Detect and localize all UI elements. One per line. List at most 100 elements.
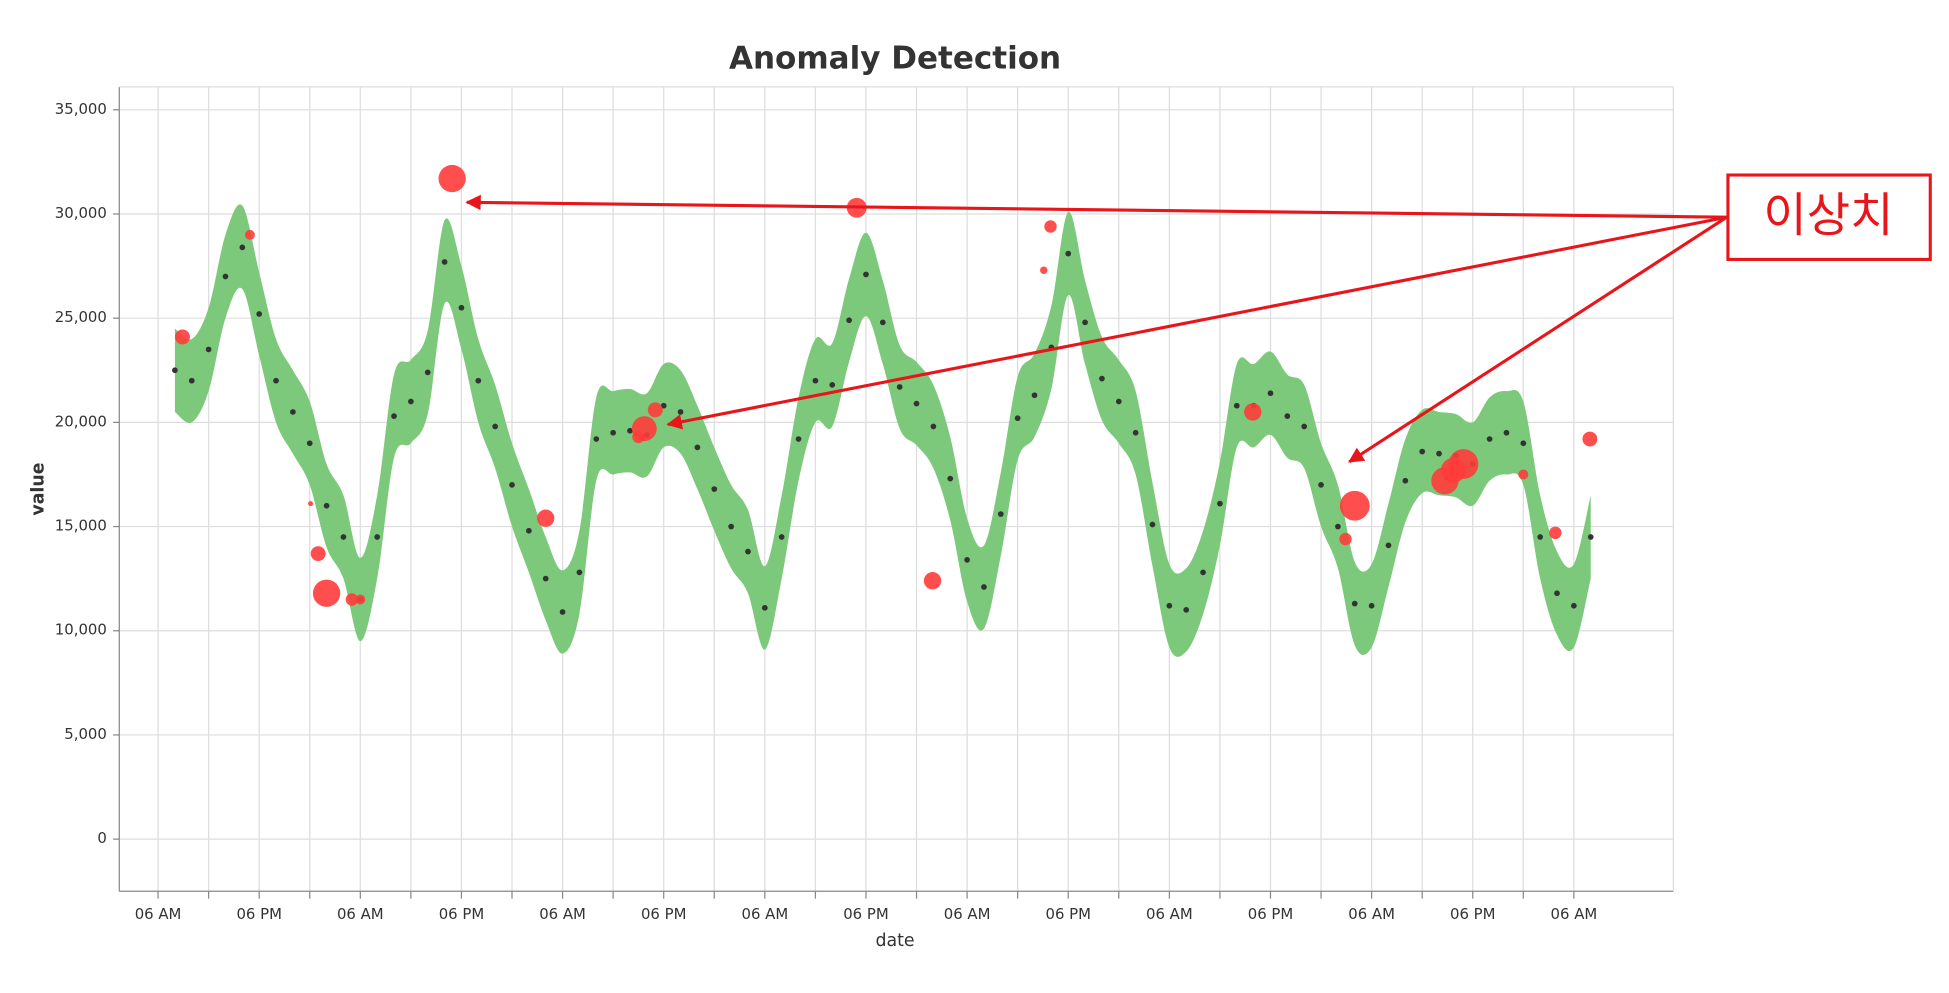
data-point	[306, 440, 313, 447]
data-point	[947, 475, 954, 482]
data-point	[526, 527, 532, 534]
data-point	[458, 304, 465, 311]
data-point	[846, 317, 852, 324]
data-point	[1082, 319, 1088, 326]
x-axis-label: date	[875, 931, 914, 951]
y-tick-label: 30,000	[55, 204, 107, 222]
x-tick-label: 06 AM	[1551, 905, 1598, 923]
data-point	[509, 482, 515, 488]
data-point	[1284, 413, 1291, 419]
y-tick-label: 15,000	[55, 517, 107, 535]
anomaly-point	[312, 579, 341, 607]
data-point	[222, 273, 229, 280]
anomaly-point	[1244, 403, 1262, 421]
data-point	[475, 377, 482, 384]
annotation: 이상치	[465, 173, 1932, 464]
data-point	[256, 311, 263, 317]
data-point	[1099, 375, 1105, 382]
data-point	[745, 548, 751, 555]
data-point	[1368, 602, 1375, 609]
x-tick-label: 06 AM	[1348, 905, 1395, 923]
x-tick-label: 06 PM	[236, 905, 281, 923]
data-point	[778, 534, 785, 540]
anomaly-point	[1339, 532, 1352, 546]
data-point	[1571, 602, 1577, 609]
x-tick-label: 06 PM	[1248, 905, 1293, 923]
data-point	[340, 534, 347, 540]
anomaly-point	[631, 416, 657, 442]
anomaly-point	[175, 329, 190, 345]
data-point	[424, 369, 431, 376]
annotation-box	[1726, 173, 1932, 261]
data-point	[1267, 390, 1274, 397]
data-point	[728, 523, 734, 530]
data-point	[812, 377, 819, 384]
anomaly-point	[1339, 490, 1370, 521]
data-point	[896, 384, 903, 390]
data-point	[1503, 429, 1510, 436]
data-point	[593, 436, 600, 442]
chart-title: Anomaly Detection	[729, 41, 1061, 77]
x-tick-label: 06 AM	[944, 905, 991, 923]
data-point	[576, 569, 583, 576]
data-point	[913, 400, 920, 407]
annotation-text: 이상치	[1763, 188, 1893, 243]
data-point	[1351, 600, 1358, 607]
anomaly-point	[647, 402, 663, 418]
annotation-arrow	[465, 194, 1727, 219]
confidence-band	[174, 204, 1591, 657]
data-point	[1486, 436, 1493, 442]
data-point	[1554, 590, 1560, 597]
y-tick-label: 35,000	[55, 100, 107, 118]
annotation-arrow	[1348, 215, 1728, 464]
anomaly-point	[438, 164, 466, 193]
x-tick-label: 06 AM	[337, 905, 384, 923]
data-point	[391, 413, 397, 419]
data-point	[1149, 521, 1156, 528]
data-point	[677, 409, 684, 415]
data-point	[1065, 250, 1072, 257]
data-point	[711, 486, 718, 492]
data-point	[1183, 607, 1190, 613]
data-point	[964, 557, 970, 563]
data-point	[863, 271, 869, 278]
data-point	[694, 444, 701, 451]
data-point	[1335, 523, 1341, 530]
data-point	[323, 502, 330, 509]
data-point	[1132, 429, 1139, 436]
y-tick-label: 10,000	[55, 621, 107, 639]
data-point	[930, 423, 937, 430]
x-tick-label: 06 AM	[741, 905, 788, 923]
x-tick-label: 06 AM	[135, 905, 182, 923]
data-point	[205, 346, 212, 353]
data-point	[997, 511, 1004, 517]
data-point	[1318, 482, 1324, 488]
y-tick-label: 25,000	[55, 308, 107, 326]
anomaly-point	[308, 501, 314, 507]
data-point	[1166, 602, 1173, 609]
data-point	[408, 398, 414, 405]
data-point	[559, 609, 566, 615]
data-point	[1233, 402, 1240, 409]
x-tick-label: 06 PM	[843, 905, 888, 923]
data-point	[627, 427, 633, 434]
data-point	[1014, 415, 1021, 422]
y-tick-label: 20,000	[55, 412, 107, 430]
plot-area	[172, 164, 1598, 657]
data-point	[610, 429, 616, 436]
data-point	[660, 402, 667, 409]
data-point	[829, 382, 836, 388]
data-point	[290, 409, 296, 415]
data-point	[441, 259, 448, 265]
anomaly-point	[355, 594, 366, 605]
y-axis-label: value	[29, 462, 49, 515]
anomaly-point	[1448, 449, 1479, 479]
anomaly-point	[1518, 469, 1529, 480]
data-point	[1436, 450, 1442, 457]
y-tick-label: 5,000	[64, 725, 107, 743]
data-point	[492, 423, 499, 430]
data-point	[1301, 423, 1308, 430]
data-point	[374, 534, 381, 540]
data-point	[239, 244, 246, 251]
